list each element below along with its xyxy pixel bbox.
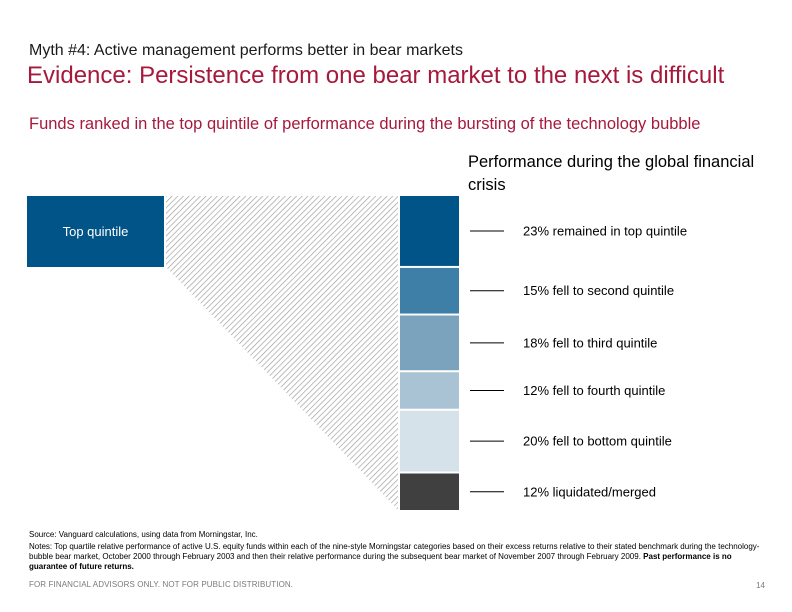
source-box [27,196,164,267]
bar-segment [400,473,459,510]
segment-label: 12% fell to fourth quintile [523,383,665,398]
notes-block: Notes: Top quartile relative performance… [29,542,769,572]
notes-bold-text: Past performance is no guarantee of futu… [29,552,732,571]
source-box-label: Top quintile [63,224,129,239]
notes-text: Notes: Top quartile relative performance… [29,542,760,561]
bar-segment [400,196,459,266]
funnel-shape [166,196,398,510]
slide-myth-heading: Myth #4: Active management performs bett… [29,42,463,59]
bar-segment [400,372,459,409]
disclaimer: FOR FINANCIAL ADVISORS ONLY. NOT FOR PUB… [29,580,294,589]
slide-title: Evidence: Persistence from one bear mark… [27,62,725,89]
slide-subtitle: Funds ranked in the top quintile of perf… [29,115,701,133]
page-number: 14 [756,581,765,590]
bar-segment [400,267,459,314]
segment-label: 12% liquidated/merged [523,484,656,499]
source-note: Source: Vanguard calculations, using dat… [29,530,258,539]
panel-title: Performance during the global financial … [468,153,755,194]
bar-segment [400,315,459,371]
segment-label: 20% fell to bottom quintile [523,434,672,449]
segment-label: 23% remained in top quintile [523,223,687,238]
bar-segment [400,410,459,472]
segment-label: 18% fell to third quintile [523,335,657,350]
segment-label: 15% fell to second quintile [523,283,674,298]
